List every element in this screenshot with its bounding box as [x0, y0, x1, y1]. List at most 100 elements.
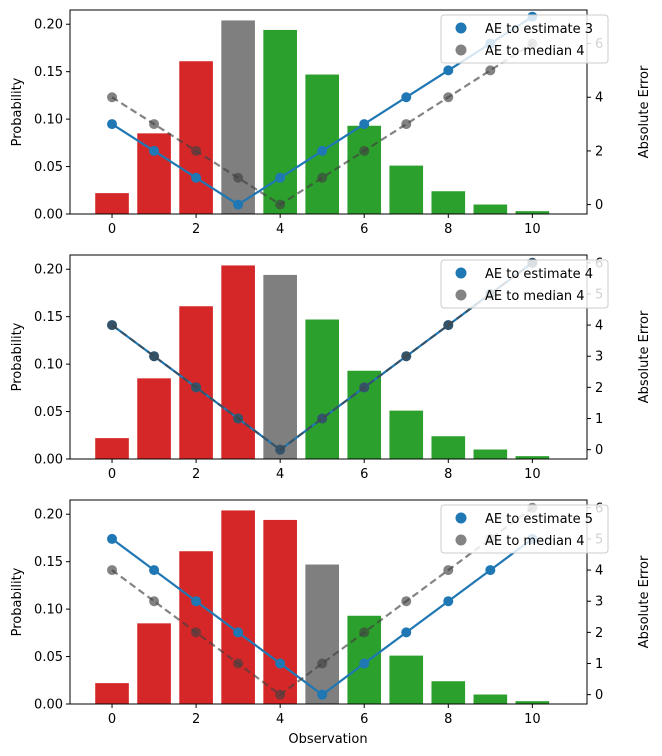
x-tick-label: 2 [192, 467, 200, 482]
bar [137, 133, 171, 214]
legend-marker-median [455, 289, 467, 301]
x-tick-label: 0 [108, 467, 116, 482]
series-point-median [107, 320, 118, 331]
series-point-median [359, 627, 370, 638]
y-tick-label: 0.15 [34, 310, 63, 325]
series-point-estimate [233, 199, 244, 210]
x-tick-label: 10 [524, 222, 541, 237]
legend-label: AE to median 4 [485, 289, 585, 304]
series-point-estimate [275, 658, 286, 669]
legend: AE to estimate 5 AE to median 4 [440, 504, 609, 554]
x-tick-label: 10 [524, 712, 541, 727]
series-point-estimate [149, 565, 160, 576]
bar [515, 456, 550, 459]
y2-tick-label: 1 [595, 657, 603, 672]
series-point-median [443, 320, 454, 331]
y2-tick-label: 0 [595, 198, 603, 213]
bar [431, 681, 466, 704]
bar [263, 519, 297, 704]
x-tick-label: 0 [108, 222, 116, 237]
chart-panel-3: 0.000.050.100.150.2001234560246810Probab… [10, 499, 652, 727]
series-point-median [107, 92, 118, 103]
series-point-median [359, 145, 370, 156]
series-point-median [317, 658, 328, 669]
plot-frame [69, 9, 588, 215]
y2-axis-label: Absolute Error [637, 65, 652, 158]
legend-marker-median [455, 534, 467, 546]
bar [473, 694, 508, 704]
y-axis-label: Probability [10, 77, 25, 146]
x-tick-label: 4 [276, 222, 284, 237]
series-point-estimate [275, 172, 286, 183]
legend-label: AE to estimate 4 [485, 267, 593, 282]
x-tick-label: 10 [524, 467, 541, 482]
series-point-estimate [359, 658, 370, 669]
y-axis-label: Probability [10, 322, 25, 391]
series-point-estimate [107, 119, 118, 130]
bar [263, 29, 297, 214]
y-tick-label: 0.20 [34, 508, 63, 523]
series-point-estimate [443, 65, 454, 76]
series-point-estimate [233, 627, 244, 638]
legend-marker-median [455, 44, 467, 56]
y-tick-label: 0.05 [34, 160, 63, 175]
bar [347, 125, 382, 214]
y2-axis-label: Absolute Error [637, 310, 652, 403]
bar [389, 165, 424, 214]
legend-box [440, 504, 609, 554]
y-tick-label: 0.10 [34, 358, 63, 373]
series-point-estimate [107, 533, 118, 544]
y-tick-label: 0.10 [34, 603, 63, 618]
y-tick-label: 0.00 [34, 698, 63, 713]
series-point-estimate [359, 119, 370, 130]
legend: AE to estimate 4 AE to median 4 [440, 259, 609, 309]
series-point-median [149, 351, 160, 362]
y-tick-label: 0.00 [34, 453, 63, 468]
chart-panel-1: 0.000.050.100.150.2002460246810Probabili… [10, 9, 652, 237]
bar [221, 510, 255, 704]
bar [263, 274, 297, 459]
y-tick-label: 0.20 [34, 263, 63, 278]
series-point-median [107, 565, 118, 576]
x-axis-label: Observation [288, 732, 367, 747]
series-point-estimate [443, 596, 454, 607]
series-point-median [233, 172, 244, 183]
bar [389, 655, 424, 704]
x-tick-label: 6 [360, 222, 368, 237]
bar [95, 193, 129, 214]
y2-tick-label: 0 [595, 688, 603, 703]
y-tick-label: 0.00 [34, 208, 63, 223]
bar [221, 20, 255, 214]
y-tick-label: 0.05 [34, 405, 63, 420]
bar [305, 564, 340, 704]
y-axis-label: Probability [10, 567, 25, 636]
series-point-estimate [317, 689, 328, 700]
x-tick-label: 6 [360, 712, 368, 727]
bar [221, 265, 255, 459]
bar [431, 191, 466, 214]
series-point-median [191, 382, 202, 393]
y2-tick-label: 3 [595, 350, 603, 365]
x-tick-label: 4 [276, 467, 284, 482]
bar [305, 319, 340, 459]
series-point-estimate [485, 565, 496, 576]
x-tick-label: 2 [192, 222, 200, 237]
legend-box [440, 259, 609, 309]
series-line-median [111, 42, 533, 206]
y2-tick-label: 0 [595, 443, 603, 458]
legend-marker-estimate [455, 22, 467, 34]
y2-tick-label: 2 [595, 381, 603, 396]
y-tick-label: 0.10 [34, 113, 63, 128]
legend-label: AE to median 4 [485, 534, 585, 549]
series-point-median [401, 596, 412, 607]
bar [389, 410, 424, 459]
series-point-median [275, 199, 286, 210]
series-point-median [191, 627, 202, 638]
series-point-median [401, 351, 412, 362]
y-tick-label: 0.20 [34, 18, 63, 33]
series-point-median [275, 444, 286, 455]
series-point-estimate [317, 145, 328, 156]
y2-tick-label: 2 [595, 144, 603, 159]
bar [179, 61, 213, 214]
